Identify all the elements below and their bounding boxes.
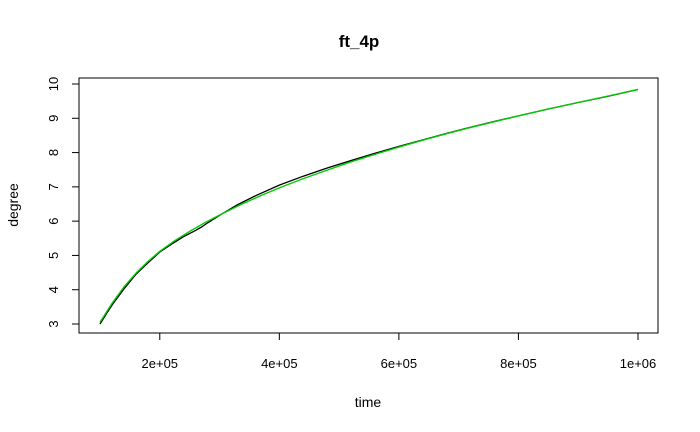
y-axis-label: degree	[5, 183, 21, 227]
x-tick-label: 8e+05	[500, 356, 537, 371]
y-tick-label: 9	[46, 115, 61, 122]
x-tick-label: 6e+05	[381, 356, 418, 371]
x-tick-label: 4e+05	[261, 356, 298, 371]
y-tick-label: 7	[46, 183, 61, 190]
y-tick-label: 4	[46, 286, 61, 293]
x-tick-label: 2e+05	[142, 356, 179, 371]
series-line-green	[99, 88, 639, 323]
plot-frame	[78, 77, 659, 334]
y-tick-label: 3	[46, 320, 61, 327]
y-axis: 3 4 5 6 7 8 9 10	[46, 77, 79, 328]
y-tick-label: 5	[46, 252, 61, 259]
y-tick-label: 6	[46, 218, 61, 225]
series-layer	[99, 88, 639, 325]
y-tick-label: 10	[46, 77, 61, 91]
x-axis: 2e+05 4e+05 6e+05 8e+05 1e+06	[142, 333, 657, 371]
chart-title: ft_4p	[339, 32, 380, 51]
y-tick-label: 8	[46, 149, 61, 156]
x-axis-label: time	[355, 394, 382, 410]
series-line-black	[99, 88, 639, 325]
x-tick-label: 1e+06	[620, 356, 657, 371]
